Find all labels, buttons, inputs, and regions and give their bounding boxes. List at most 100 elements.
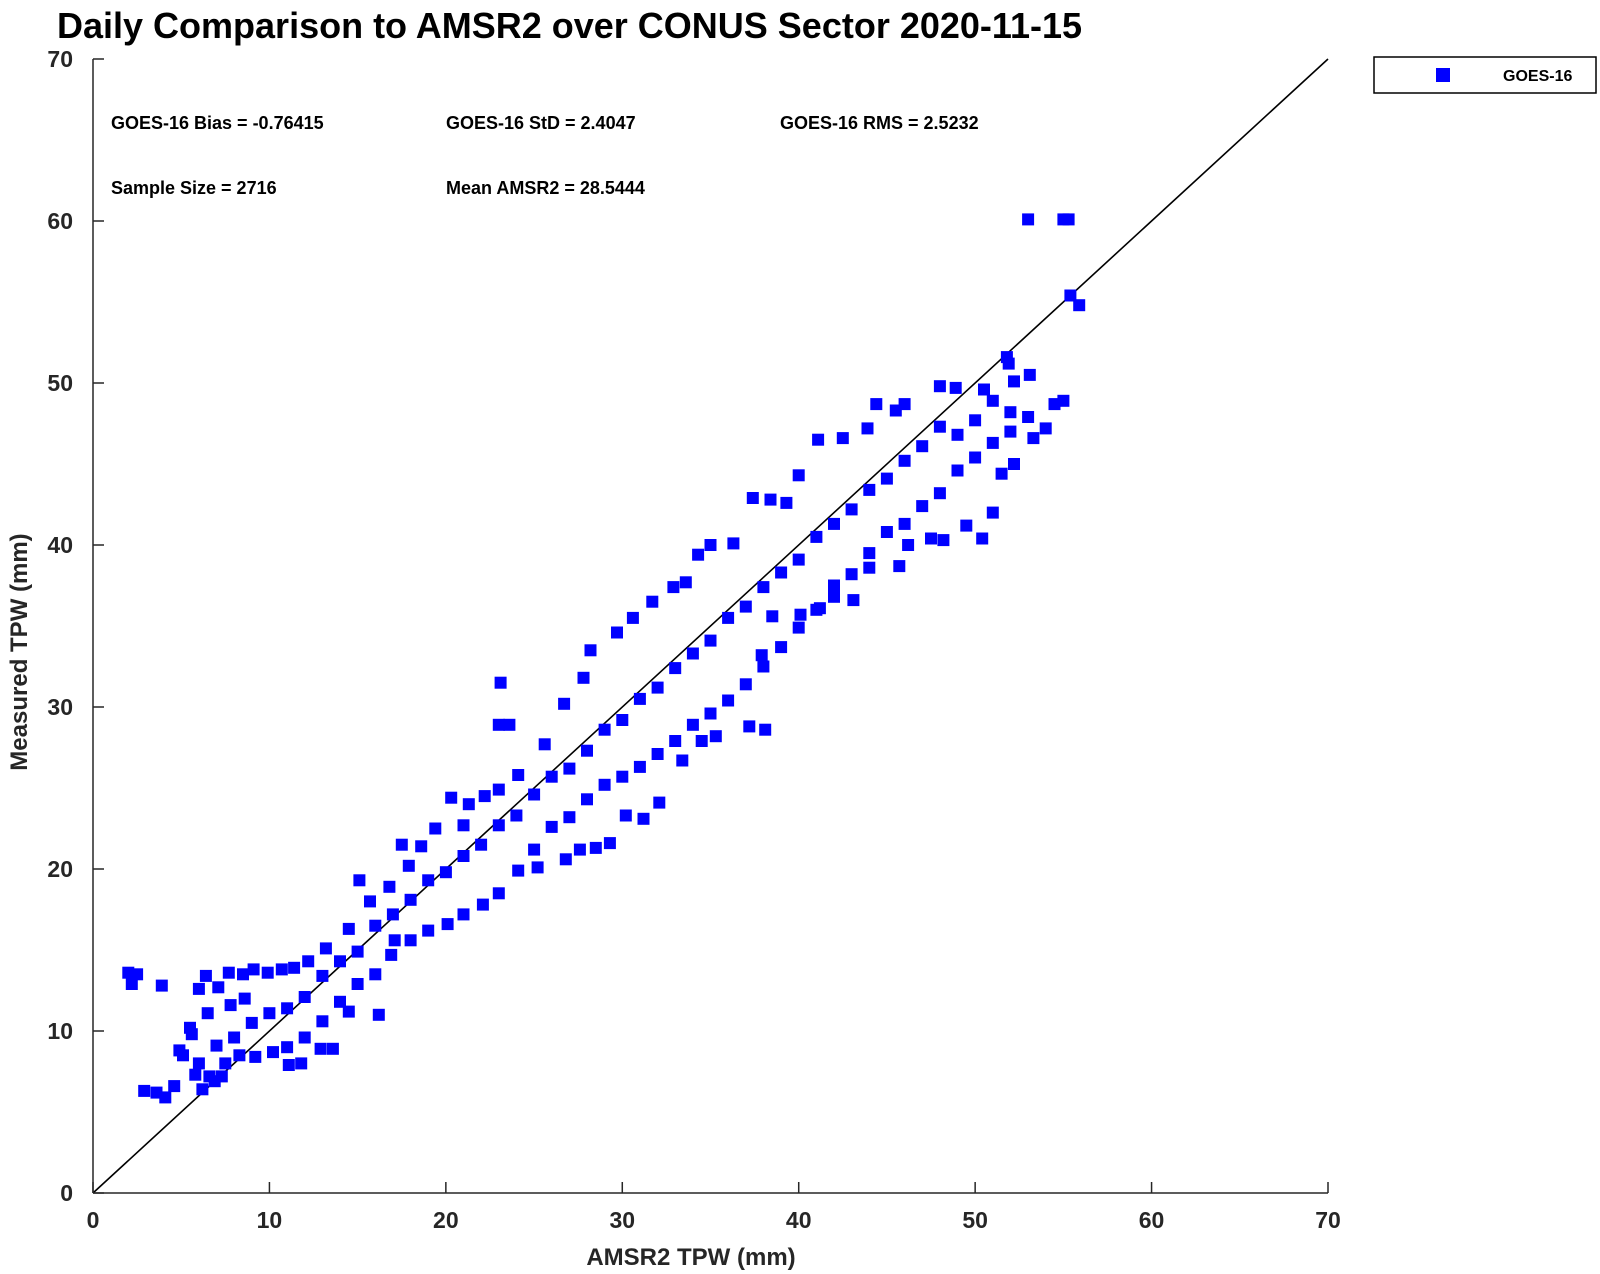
- x-tick-label: 50: [962, 1207, 988, 1233]
- x-tick-label: 30: [609, 1207, 635, 1233]
- data-point: [422, 924, 435, 937]
- data-point: [422, 874, 435, 887]
- data-point: [598, 723, 611, 736]
- data-point: [633, 692, 646, 705]
- data-point: [138, 1084, 151, 1097]
- data-point: [210, 1039, 223, 1052]
- data-point: [492, 819, 505, 832]
- data-point: [949, 381, 962, 394]
- data-point: [603, 837, 616, 850]
- data-point: [415, 840, 428, 853]
- data-point: [383, 880, 396, 893]
- data-point: [986, 506, 999, 519]
- data-point: [828, 579, 840, 592]
- legend-marker-goes16: [1436, 68, 1450, 82]
- data-point: [372, 1008, 385, 1021]
- data-point: [863, 483, 876, 496]
- data-point: [334, 995, 346, 1008]
- data-point: [196, 1083, 209, 1096]
- data-point: [870, 398, 883, 411]
- data-point: [1022, 411, 1035, 423]
- data-point: [173, 1044, 186, 1057]
- data-point: [722, 611, 735, 624]
- data-point: [215, 1070, 228, 1083]
- data-point: [559, 853, 572, 866]
- data-point: [960, 519, 973, 532]
- data-point: [298, 1031, 311, 1044]
- data-point: [1064, 289, 1077, 302]
- data-point: [492, 887, 505, 900]
- data-point: [201, 1007, 214, 1020]
- data-point: [282, 1059, 295, 1071]
- data-point: [577, 671, 590, 684]
- data-point: [937, 534, 950, 547]
- y-tick-label: 50: [47, 370, 73, 396]
- data-point: [679, 576, 692, 589]
- data-point: [986, 436, 999, 449]
- data-point: [764, 493, 777, 506]
- data-point: [933, 420, 946, 433]
- data-point: [573, 843, 586, 856]
- data-point: [757, 581, 770, 594]
- data-point: [780, 496, 793, 509]
- data-point: [512, 769, 525, 781]
- data-point: [1023, 368, 1036, 381]
- data-point: [916, 440, 929, 453]
- data-point: [369, 919, 382, 932]
- stat-sample-size: Sample Size = 2716: [111, 178, 277, 198]
- data-point: [775, 641, 788, 654]
- data-point: [669, 735, 682, 747]
- data-point: [228, 1031, 241, 1044]
- data-point: [1008, 375, 1020, 388]
- data-point: [334, 955, 346, 968]
- data-point: [792, 621, 805, 634]
- data-point: [651, 748, 664, 760]
- legend-box: [1373, 56, 1597, 94]
- data-point: [316, 1015, 329, 1028]
- data-point: [503, 718, 516, 731]
- data-point: [646, 595, 659, 608]
- data-point: [558, 697, 571, 710]
- data-point: [995, 467, 1008, 480]
- data-point: [263, 1007, 276, 1020]
- data-point: [986, 394, 999, 407]
- data-point: [314, 1042, 327, 1055]
- data-point: [288, 961, 301, 974]
- axes: 0 10 20 30 40 50 60 70 0 10 20 30 40 50 60 70: [47, 46, 1340, 1233]
- data-point: [755, 649, 768, 662]
- data-point: [792, 553, 805, 566]
- data-point: [189, 1068, 202, 1081]
- y-tick-label: 20: [47, 856, 73, 882]
- y-tick-label: 30: [47, 694, 73, 720]
- data-point: [794, 608, 807, 621]
- data-point: [512, 864, 525, 877]
- data-point: [898, 517, 911, 530]
- data-point: [326, 1042, 339, 1055]
- data-point: [976, 532, 989, 545]
- data-point: [1027, 432, 1040, 445]
- data-point: [1004, 425, 1017, 438]
- data-point: [353, 874, 366, 887]
- data-point: [404, 893, 417, 906]
- data-point: [581, 744, 593, 757]
- data-point: [238, 992, 251, 1005]
- legend: GOES-16: [1373, 56, 1597, 94]
- data-point: [319, 942, 332, 955]
- x-tick-label: 40: [786, 1207, 812, 1233]
- data-point: [388, 934, 401, 947]
- y-tick-label: 60: [47, 208, 73, 234]
- data-point: [538, 738, 551, 751]
- data-point: [863, 561, 876, 574]
- data-point: [237, 968, 249, 981]
- data-point: [245, 1016, 258, 1029]
- data-point: [933, 487, 946, 500]
- data-point: [531, 861, 544, 874]
- data-point: [727, 537, 740, 550]
- data-point: [739, 600, 752, 613]
- data-point: [125, 978, 138, 990]
- data-point: [1008, 458, 1020, 470]
- data-point: [222, 966, 235, 979]
- data-point: [402, 859, 415, 872]
- data-point: [478, 790, 491, 803]
- data-point: [637, 812, 650, 825]
